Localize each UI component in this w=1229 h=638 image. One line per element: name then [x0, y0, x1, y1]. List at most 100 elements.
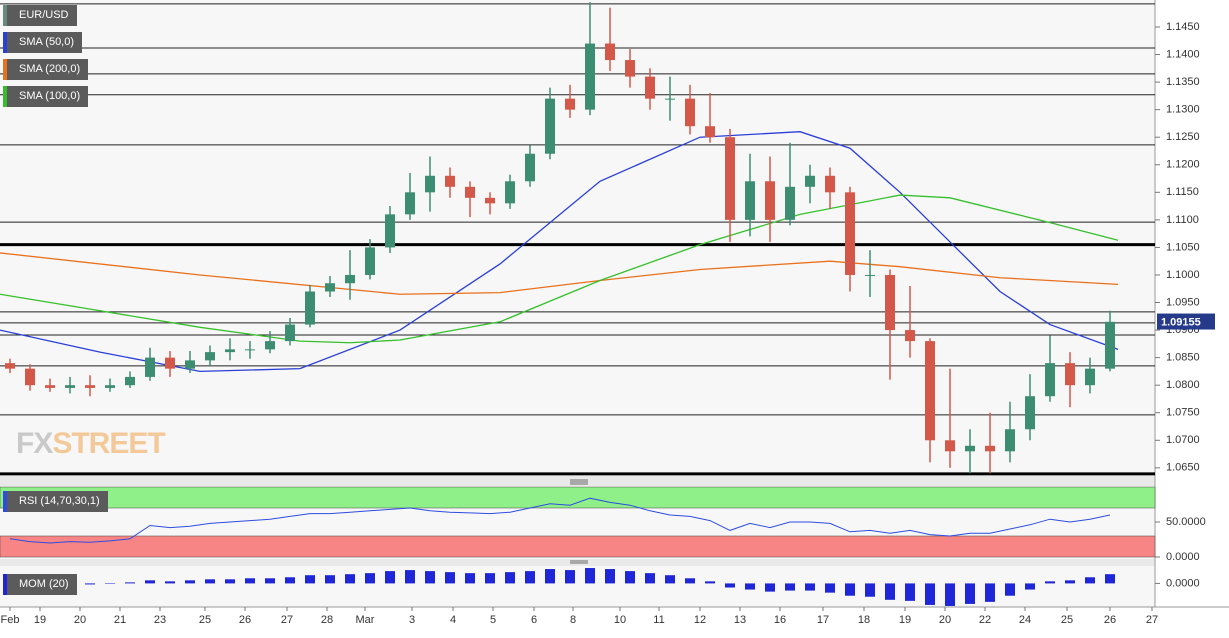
mom-bar	[845, 583, 855, 596]
candle-body	[185, 360, 195, 369]
candle-body	[1085, 368, 1095, 386]
candle-body	[905, 330, 915, 342]
mom-bar	[305, 575, 315, 584]
legend-button[interactable]: SMA (50,0)	[3, 32, 83, 53]
candle-body	[765, 181, 775, 220]
candle-body	[385, 214, 395, 248]
x-tick-label: 20	[939, 614, 951, 626]
mom-bar	[1025, 583, 1035, 590]
candle-body	[505, 181, 515, 204]
candle-body	[645, 76, 655, 99]
candle-body	[705, 126, 715, 138]
last-price-box	[1157, 313, 1215, 330]
x-tick-label: 26	[1104, 614, 1116, 626]
y-tick-label: 1.0950	[1166, 296, 1200, 308]
candle-body	[625, 60, 635, 77]
x-tick-label: 4	[450, 614, 456, 626]
legend-button[interactable]: SMA (100,0)	[3, 86, 89, 107]
mom-bar	[685, 578, 695, 584]
y-tick-label: 1.1250	[1166, 131, 1200, 143]
mom-bar	[905, 583, 915, 601]
mom-bar	[1045, 581, 1055, 584]
x-tick-label: 25	[199, 614, 211, 626]
candle-body	[865, 274, 875, 276]
candle-body	[265, 341, 275, 350]
legend-button[interactable]: RSI (14,70,30,1)	[3, 491, 108, 512]
y-tick-label: 1.1350	[1166, 76, 1200, 88]
y-tick-label: 1.1450	[1166, 21, 1200, 33]
y-tick-label: 1.1000	[1166, 269, 1200, 281]
candle-body	[25, 368, 35, 386]
x-tick-label: 16	[774, 614, 786, 626]
mom-bar	[625, 571, 635, 584]
x-tick-label: 13	[734, 614, 746, 626]
grip	[570, 479, 588, 564]
candle-body	[165, 357, 175, 369]
mom-bar	[165, 581, 175, 584]
x-tick-label: 27	[281, 614, 293, 626]
mom-bar	[965, 583, 975, 604]
x-tick-label: 21	[114, 614, 126, 626]
candle-body	[1065, 363, 1075, 386]
mom-bar	[805, 583, 815, 591]
candle-body	[465, 186, 475, 198]
candle-body	[945, 440, 955, 452]
x-tick-label: 24	[1019, 614, 1031, 626]
y-tick-label: 1.1100	[1166, 214, 1199, 226]
legend-button[interactable]: MOM (20)	[3, 574, 77, 595]
mom-bar	[725, 583, 735, 588]
mom-bar	[265, 578, 275, 584]
x-tick-label: 22	[979, 614, 991, 626]
candle-body	[585, 43, 595, 110]
candle-body	[845, 192, 855, 275]
x-tick-label: 6	[531, 614, 537, 626]
sma-line	[0, 252, 1119, 295]
sma-line	[0, 131, 1119, 373]
candle-body	[425, 175, 435, 193]
candle-body	[545, 98, 555, 154]
mom-bar	[705, 581, 715, 584]
rsi-line	[9, 497, 1111, 544]
candle-body	[745, 181, 755, 220]
mom-bar	[1085, 577, 1095, 584]
y-tick-label: 50.0000	[1166, 516, 1206, 528]
mom-bar	[585, 568, 595, 584]
candle-body	[65, 385, 75, 388]
candle-body	[1045, 363, 1055, 397]
x-tick-label: 27	[1146, 614, 1158, 626]
y-tick-label: 1.1400	[1166, 48, 1200, 60]
mom-bar	[665, 575, 675, 584]
legend-button[interactable]: EUR/USD	[3, 5, 77, 26]
mom-bar	[865, 583, 875, 597]
candle-body	[345, 274, 355, 284]
mom-bar	[885, 583, 895, 600]
mom-panel	[0, 566, 1155, 607]
candle-body	[285, 324, 295, 342]
x-tick-label: 20	[74, 614, 86, 626]
mom-bar	[985, 583, 995, 602]
mom-bar	[1065, 580, 1075, 584]
mom-bar	[765, 583, 775, 592]
watermark-fx: FX	[16, 427, 53, 460]
mom-bar	[365, 573, 375, 584]
last-price-label: 1.09155	[1161, 316, 1201, 328]
candle-body	[1025, 396, 1035, 430]
watermark: FXSTREET	[16, 427, 165, 460]
candle-body	[305, 291, 315, 325]
candle-body	[685, 98, 695, 127]
mom-bar	[125, 582, 135, 584]
y-tick-label: 1.0750	[1166, 407, 1200, 419]
candle-body	[785, 186, 795, 220]
mom-bar	[505, 572, 515, 584]
x-tick-label: 11	[653, 614, 664, 626]
x-tick-label: Feb	[1, 614, 20, 626]
legend-button[interactable]: SMA (200,0)	[3, 59, 89, 80]
mom-bar	[825, 583, 835, 593]
candle-body	[85, 385, 95, 388]
candle-body	[145, 357, 155, 377]
x-tick-label: 10	[614, 614, 626, 626]
x-tick-label: 19	[34, 614, 46, 626]
mom-bar	[345, 574, 355, 584]
y-tick-label: 1.0650	[1166, 462, 1200, 474]
mom-bar	[405, 570, 415, 584]
